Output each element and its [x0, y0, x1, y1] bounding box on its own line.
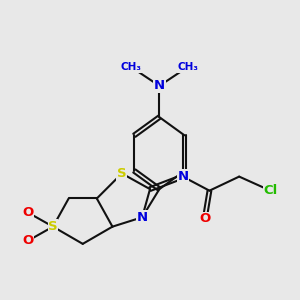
Text: O: O	[199, 212, 210, 225]
Text: N: N	[136, 211, 148, 224]
Text: O: O	[22, 234, 34, 247]
Text: Cl: Cl	[263, 184, 278, 197]
Text: O: O	[22, 206, 34, 219]
Text: CH₃: CH₃	[121, 62, 142, 72]
Text: CH₃: CH₃	[177, 62, 198, 72]
Text: S: S	[117, 167, 127, 180]
Text: N: N	[177, 170, 188, 183]
Text: S: S	[48, 220, 58, 233]
Text: N: N	[154, 80, 165, 92]
